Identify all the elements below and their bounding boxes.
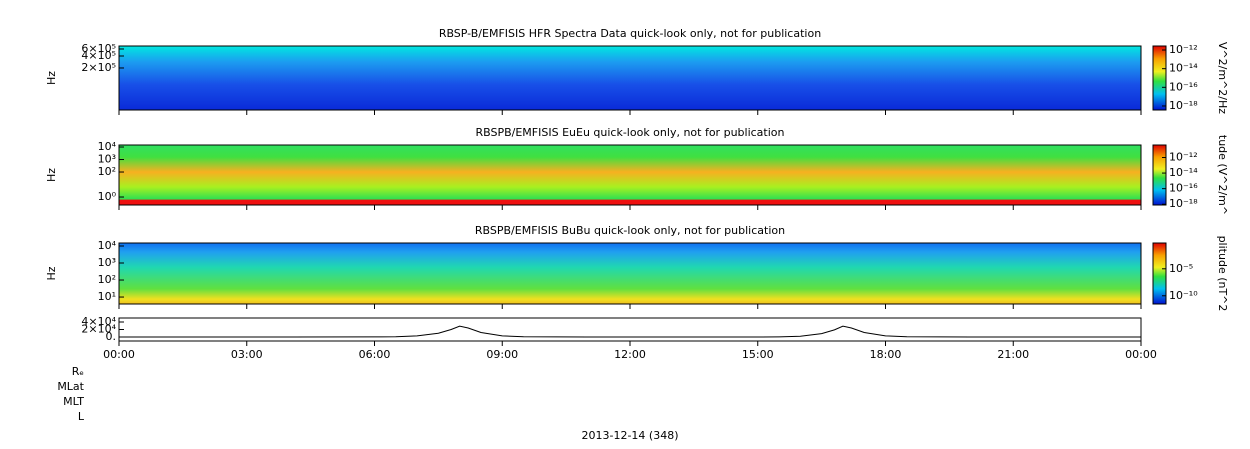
y-axis-label: Hz — [45, 71, 58, 85]
colorbar-label: plitude (nT^2 — [1216, 236, 1229, 312]
colorbar-tick-label: 10⁻⁵ — [1169, 262, 1193, 275]
colorbar-label: tude (V^2/m^ — [1216, 135, 1229, 215]
x-tick-label: 18:00 — [870, 348, 902, 361]
colorbar-tick-label: 10⁻¹⁶ — [1169, 182, 1198, 195]
x-tick-label: 00:00 — [1125, 348, 1157, 361]
colorbar-tick-label: 10⁻¹² — [1169, 150, 1198, 163]
y-tick-label: 2×10⁴ — [81, 323, 116, 336]
panel-title: RBSP-B/EMFISIS HFR Spectra Data quick-lo… — [439, 27, 821, 40]
y-tick-label: 0. — [106, 330, 117, 343]
ephemeris-label: MLat — [57, 380, 84, 393]
y-tick-label: 4×10⁵ — [81, 49, 116, 62]
colorbar — [1152, 242, 1167, 305]
y-tick-label: 4×10⁴ — [81, 315, 116, 328]
colorbar-tick-label: 10⁻¹⁶ — [1169, 80, 1198, 93]
y-tick-label: 10² — [98, 165, 116, 178]
spectrogram — [119, 243, 1141, 304]
colorbar-label: V^2/m^2/Hz — [1216, 42, 1229, 114]
ephemeris-label: Rₑ — [72, 365, 84, 378]
y-tick-label: 10⁰ — [98, 190, 117, 203]
y-axis-label: Hz — [45, 266, 58, 280]
x-tick-label: 15:00 — [742, 348, 774, 361]
ephemeris-label: MLT — [63, 395, 84, 408]
y-tick-label: 10² — [98, 273, 116, 286]
panel-title: RBSPB/EMFISIS BuBu quick-look only, not … — [475, 224, 785, 237]
colorbar-tick-label: 10⁻¹⁰ — [1169, 289, 1198, 302]
y-tick-label: 10³ — [98, 153, 116, 166]
colorbar — [1152, 45, 1167, 111]
spectrogram — [119, 145, 1141, 205]
x-tick-label: 06:00 — [359, 348, 391, 361]
y-tick-label: 10³ — [98, 256, 116, 269]
x-tick-label: 12:00 — [614, 348, 646, 361]
date-label: 2013-12-14 (348) — [581, 429, 678, 442]
line — [119, 325, 1141, 338]
colorbar-tick-label: 10⁻¹⁴ — [1169, 62, 1198, 75]
colorbar-tick-label: 10⁻¹⁴ — [1169, 166, 1198, 179]
colorbar-tick-label: 10⁻¹⁸ — [1169, 197, 1198, 210]
plot-frame — [118, 317, 1142, 342]
x-tick-label: 09:00 — [486, 348, 518, 361]
x-tick-label: 00:00 — [103, 348, 135, 361]
x-tick-label: 21:00 — [997, 348, 1029, 361]
y-tick-label: 10¹ — [98, 290, 116, 303]
spectrogram — [119, 46, 1141, 110]
y-axis-label: Hz — [45, 168, 58, 182]
colorbar — [1152, 144, 1167, 206]
y-tick-label: 10⁴ — [98, 140, 117, 153]
y-tick-label: 10⁴ — [98, 239, 117, 252]
colorbar-tick-label: 10⁻¹⁸ — [1169, 99, 1198, 112]
y-tick-label: 6×10⁵ — [81, 42, 116, 55]
colorbar-tick-label: 10⁻¹² — [1169, 43, 1198, 56]
panel-title: RBSPB/EMFISIS EuEu quick-look only, not … — [475, 126, 784, 139]
y-tick-label: 2×10⁵ — [81, 61, 116, 74]
ephemeris-label: L — [78, 410, 85, 423]
x-tick-label: 03:00 — [231, 348, 263, 361]
